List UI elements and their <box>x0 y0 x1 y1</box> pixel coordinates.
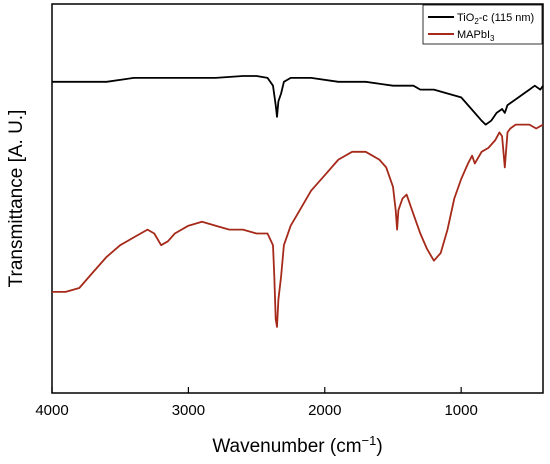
x-axis-title-superscript: −1 <box>362 433 377 448</box>
x-tick-label: 2000 <box>308 402 341 419</box>
plot-frame <box>51 3 544 394</box>
x-axis-ticks: 4000 3000 2000 1000 <box>35 387 478 419</box>
x-tick-label: 4000 <box>35 402 68 419</box>
series-group <box>52 75 544 328</box>
series-line-1 <box>52 123 544 328</box>
legend-label-0: TiO2-c (115 nm) <box>457 12 534 26</box>
x-axis-title: Wavenumber (cm−1) <box>212 433 382 457</box>
legend: TiO2-c (115 nm) MAPbI3 <box>422 4 543 45</box>
legend-label-1: MAPbI3 <box>457 29 495 43</box>
legend-box <box>422 4 543 45</box>
x-tick-label: 3000 <box>172 402 205 419</box>
x-axis-title-suffix: ) <box>376 436 382 457</box>
x-axis-title-text: Wavenumber (cm <box>212 436 361 457</box>
x-tick-label: 1000 <box>444 402 477 419</box>
series-line-0 <box>52 75 544 126</box>
y-axis-title: Transmittance [A. U.] <box>6 110 27 288</box>
